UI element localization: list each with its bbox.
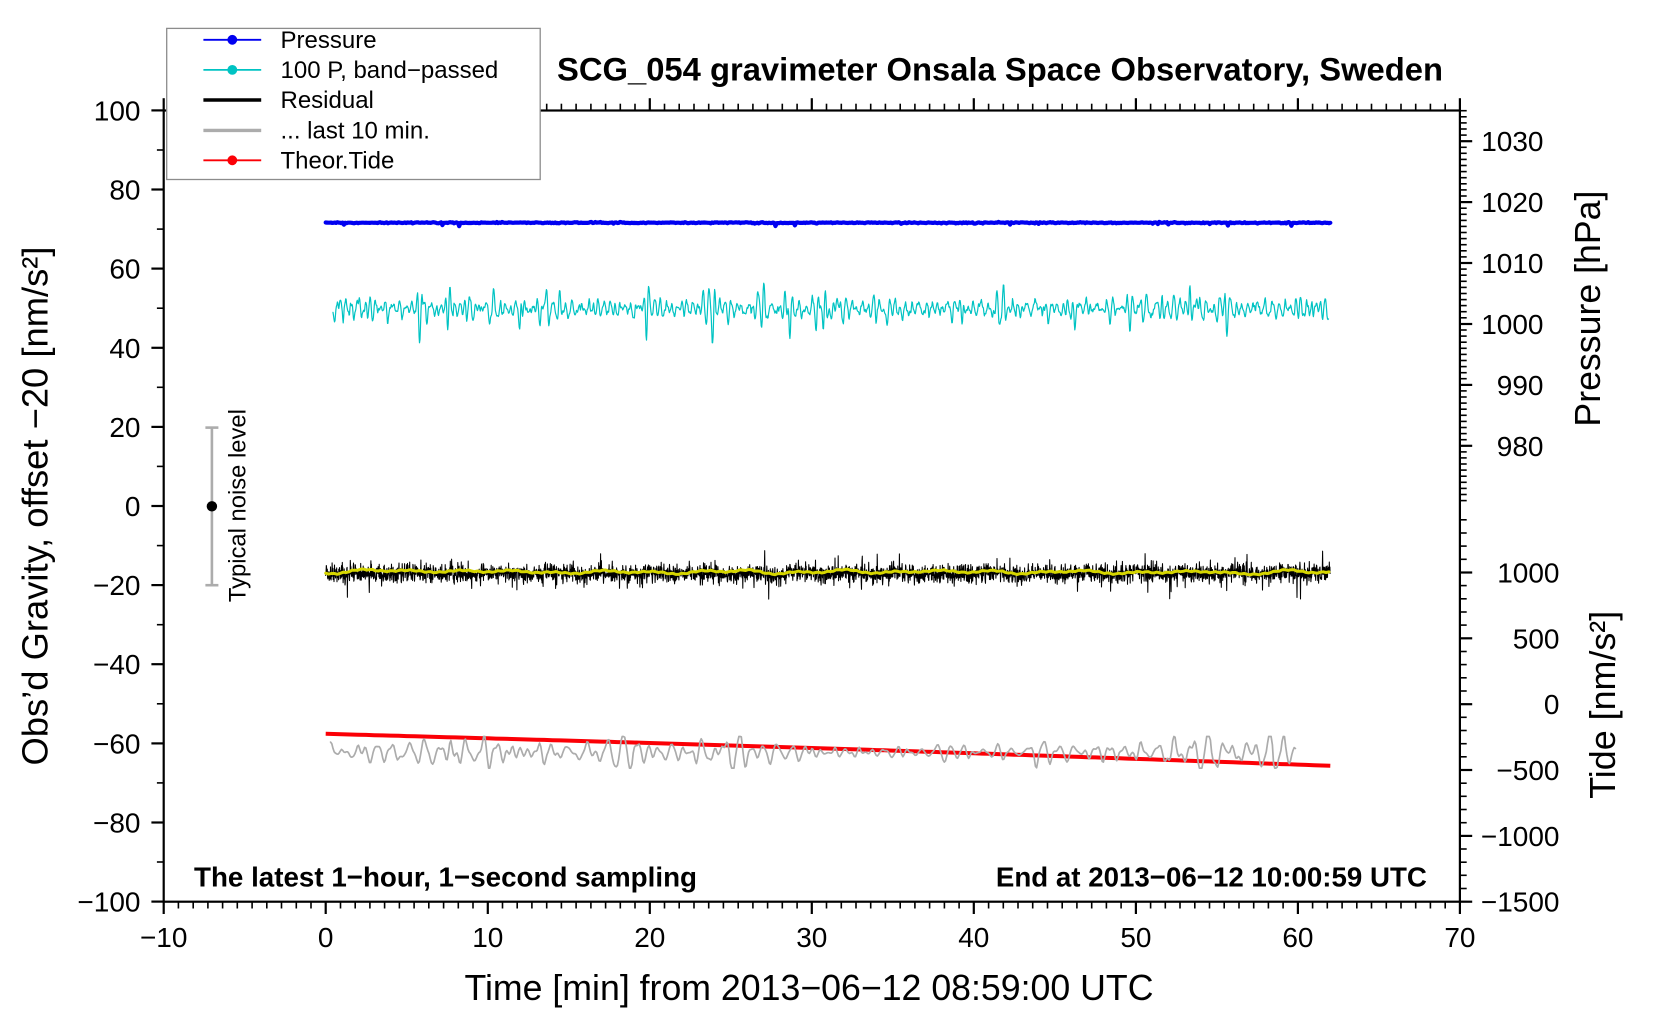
svg-text:0: 0: [318, 922, 334, 953]
svg-text:50: 50: [1120, 922, 1151, 953]
svg-text:0: 0: [1544, 689, 1560, 720]
svg-text:1010: 1010: [1481, 248, 1543, 279]
svg-text:Pressure: Pressure: [281, 27, 377, 54]
svg-text:20: 20: [109, 412, 140, 443]
svg-text:60: 60: [1282, 922, 1313, 953]
svg-text:20: 20: [634, 922, 665, 953]
svg-text:0: 0: [125, 491, 141, 522]
svg-text:990: 990: [1497, 370, 1544, 401]
svg-text:Residual: Residual: [281, 87, 374, 114]
svg-text:SCG_054 gravimeter Onsala Spac: SCG_054 gravimeter Onsala Space Observat…: [557, 51, 1443, 87]
svg-text:−20: −20: [93, 570, 141, 601]
svg-text:−80: −80: [93, 808, 141, 839]
svg-text:40: 40: [958, 922, 989, 953]
svg-text:1000: 1000: [1497, 558, 1559, 589]
svg-text:−1500: −1500: [1481, 887, 1560, 918]
svg-text:−40: −40: [93, 649, 141, 680]
svg-text:−100: −100: [77, 887, 140, 918]
svg-text:Pressure [hPa]: Pressure [hPa]: [1567, 191, 1608, 427]
svg-text:Typical noise level: Typical noise level: [224, 409, 251, 602]
svg-text:−10: −10: [140, 922, 188, 953]
svg-text:40: 40: [109, 333, 140, 364]
svg-text:Obs’d Gravity, offset −20 [nm/: Obs’d Gravity, offset −20 [nm/s²]: [15, 247, 56, 766]
svg-text:−60: −60: [93, 728, 141, 759]
svg-text:End at 2013−06−12 10:00:59 UTC: End at 2013−06−12 10:00:59 UTC: [996, 862, 1427, 893]
svg-text:70: 70: [1444, 922, 1475, 953]
svg-text:Time [min] from 2013−06−12 08:: Time [min] from 2013−06−12 08:59:00 UTC: [465, 967, 1154, 1008]
svg-text:Tide [nm/s²]: Tide [nm/s²]: [1582, 611, 1623, 799]
svg-text:Theor.Tide: Theor.Tide: [281, 148, 395, 175]
svg-text:60: 60: [109, 254, 140, 285]
svg-text:100 P, band−passed: 100 P, band−passed: [281, 57, 499, 84]
svg-text:−500: −500: [1496, 755, 1559, 786]
svg-text:1020: 1020: [1481, 187, 1543, 218]
svg-text:1030: 1030: [1481, 126, 1543, 157]
svg-text:... last 10 min.: ... last 10 min.: [281, 118, 430, 145]
svg-text:100: 100: [94, 95, 141, 126]
svg-text:1000: 1000: [1481, 309, 1543, 340]
svg-text:30: 30: [796, 922, 827, 953]
svg-text:−1000: −1000: [1481, 821, 1560, 852]
svg-text:The latest 1−hour, 1−second sa: The latest 1−hour, 1−second sampling: [194, 862, 697, 893]
svg-text:80: 80: [109, 175, 140, 206]
svg-text:500: 500: [1513, 623, 1560, 654]
svg-text:980: 980: [1497, 431, 1544, 462]
svg-text:10: 10: [472, 922, 503, 953]
